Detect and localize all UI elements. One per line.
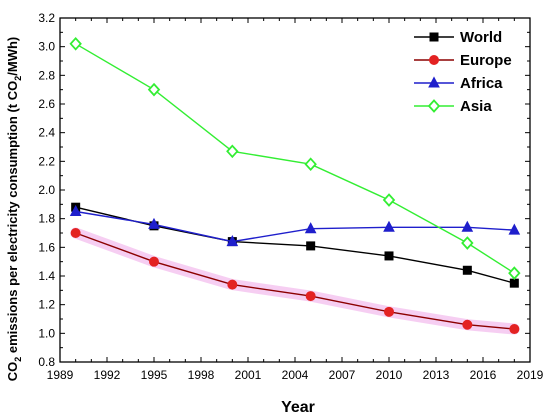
point-asia <box>382 193 396 207</box>
point-europe <box>509 324 520 335</box>
y-axis-title: CO2 emissions per electricity consumptio… <box>5 37 23 381</box>
x-tick-label: 2016 <box>470 368 497 382</box>
point-africa <box>508 223 521 235</box>
point-world <box>306 241 316 251</box>
point-africa <box>69 204 82 216</box>
x-tick-label: 1989 <box>47 368 74 382</box>
line-world <box>75 206 515 284</box>
point-africa <box>304 222 317 234</box>
x-tick-label: 1998 <box>188 368 215 382</box>
point-africa <box>148 217 160 229</box>
point-europe <box>462 319 473 330</box>
series-asia <box>69 36 521 280</box>
y-axis-title-part-b: emissions per electricity consumption (t… <box>5 81 20 357</box>
point-africa <box>383 220 395 232</box>
y-tick-label: 3.2 <box>38 11 55 25</box>
point-world <box>509 278 519 288</box>
point-asia <box>304 157 317 172</box>
x-tick-label: 2013 <box>423 368 450 382</box>
series-layer <box>69 36 521 335</box>
y-tick-label: 0.8 <box>38 355 55 369</box>
legend-marker-africa <box>428 76 440 88</box>
x-tick-label: 2007 <box>329 368 356 382</box>
line-asia <box>75 43 515 274</box>
legend-label-africa: Africa <box>460 75 503 92</box>
y-tick-label: 2.0 <box>38 183 55 197</box>
legend-label-asia: Asia <box>460 98 492 115</box>
legend-label-world: World <box>460 29 502 46</box>
x-tick-label: 2004 <box>282 368 309 382</box>
legend-marker-world <box>429 32 439 42</box>
point-world <box>462 265 472 275</box>
plot-frame <box>59 17 531 363</box>
point-asia <box>147 82 161 97</box>
point-africa <box>226 235 239 247</box>
x-axis-title: Year <box>281 399 315 416</box>
legend-item-europe: Europe <box>414 52 512 69</box>
point-europe <box>384 306 394 317</box>
y-tick-label: 3.0 <box>38 40 55 54</box>
series-europe <box>70 228 520 335</box>
legend-item-africa: Africa <box>414 75 503 92</box>
y-axis-title-part-c: /MWh) <box>5 37 20 76</box>
europe-highlight-band <box>70 227 520 335</box>
y-tick-label: 2.2 <box>38 154 55 168</box>
x-axis-ticks: 1989 1992 1995 1998 2001 2004 2007 2010 2013 2016… <box>47 18 544 382</box>
y-axis-title-sub-1: 2 <box>13 357 23 362</box>
y-tick-label: 1.4 <box>38 269 55 283</box>
point-europe <box>70 228 81 238</box>
y-tick-label: 1.2 <box>38 298 55 312</box>
point-africa <box>461 220 474 232</box>
y-tick-label: 2.4 <box>38 126 55 140</box>
y-tick-label: 2.6 <box>38 97 55 111</box>
x-tick-label: 2019 <box>517 368 544 382</box>
y-axis-title-sub-2: 2 <box>13 76 23 81</box>
point-asia <box>461 236 474 250</box>
series-world <box>71 202 519 288</box>
plot-area <box>59 17 531 363</box>
line-africa <box>75 210 515 243</box>
legend-marker-europe <box>429 55 439 65</box>
line-europe <box>75 232 515 330</box>
y-tick-label: 2.8 <box>38 68 55 82</box>
point-asia <box>508 266 521 280</box>
point-europe <box>227 279 238 290</box>
point-europe <box>305 291 316 302</box>
y-tick-label: 1.6 <box>38 240 55 254</box>
legend: World Europe Africa Asia <box>414 29 512 115</box>
legend-item-world: World <box>414 29 502 46</box>
y-tick-label: 1.0 <box>38 326 55 340</box>
legend-item-asia: Asia <box>414 98 492 115</box>
point-europe <box>149 256 159 267</box>
legend-label-europe: Europe <box>460 52 512 69</box>
point-asia <box>69 36 82 51</box>
series-africa <box>69 204 521 247</box>
y-tick-label: 1.8 <box>38 212 55 226</box>
x-tick-label: 1995 <box>141 368 168 382</box>
legend-marker-asia <box>427 99 441 113</box>
point-world <box>384 251 394 261</box>
x-tick-label: 2001 <box>235 368 262 382</box>
point-asia <box>226 144 239 159</box>
x-tick-label: 2010 <box>376 368 403 382</box>
y-axis-ticks: 0.8 1.0 1.2 1.4 1.6 1.8 2.0 2.2 2.4 2.6 2.8 3.0 3.2 <box>38 11 530 369</box>
y-axis-title-part-a: CO <box>5 362 20 382</box>
x-tick-label: 1992 <box>94 368 121 382</box>
